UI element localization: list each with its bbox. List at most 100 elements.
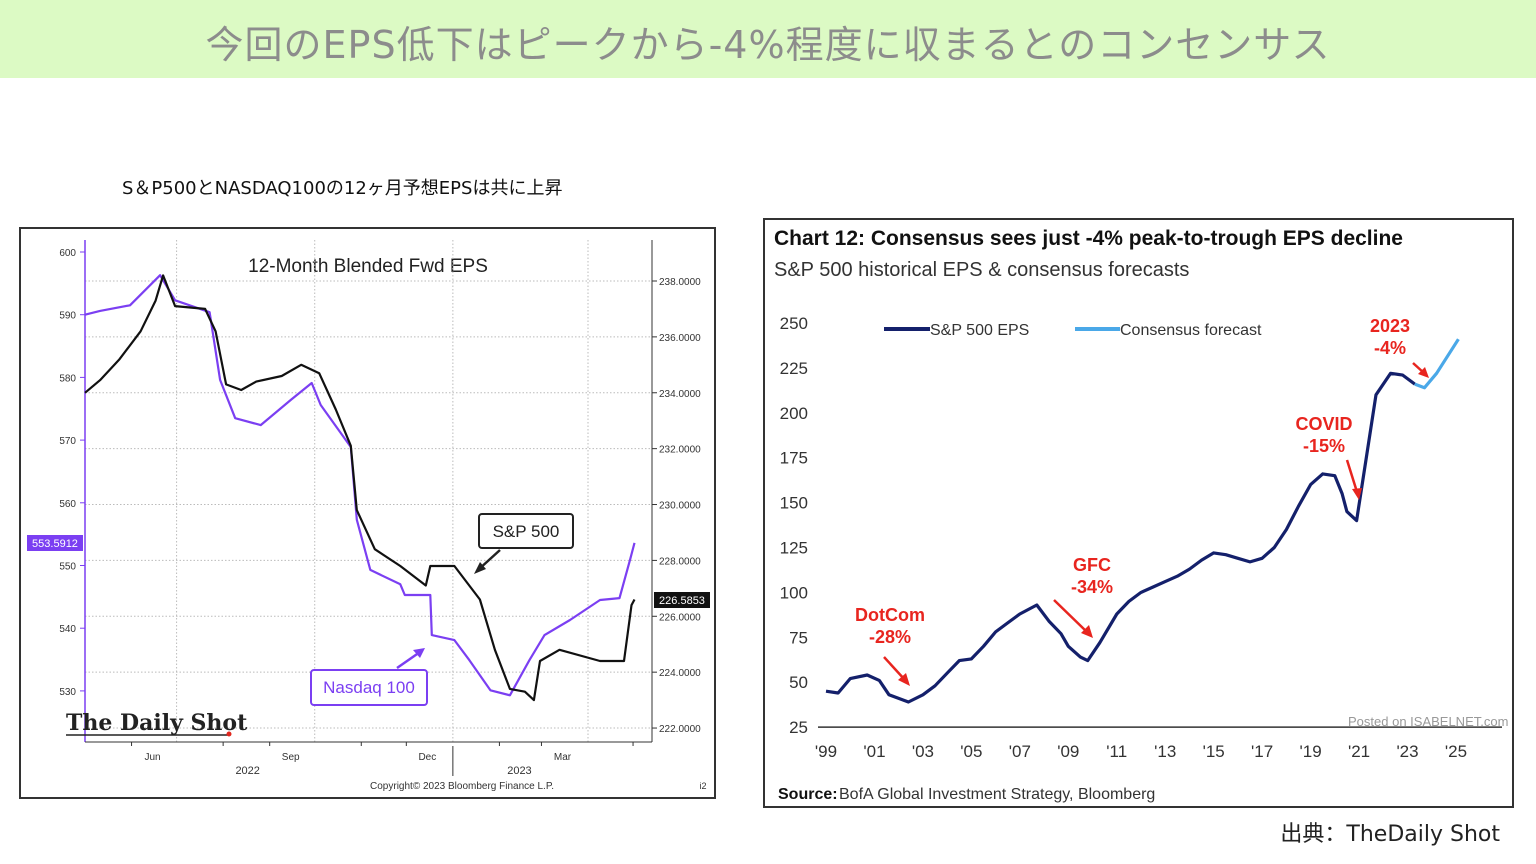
x-tick-label: '21	[1348, 742, 1370, 761]
legend: S&P 500 EPS Consensus forecast	[884, 322, 1262, 339]
y-tick-label: 75	[789, 628, 808, 647]
right-tick-label: 228.0000	[659, 556, 701, 567]
x-tick-label: Mar	[554, 752, 572, 763]
daily-shot-logo: The Daily Shot	[66, 710, 248, 736]
source-label: Source:	[778, 786, 838, 803]
left-tick-label: 590	[59, 311, 76, 322]
x-tick-label: '05	[960, 742, 982, 761]
nasdaq-last-value-tag: 553.5912	[27, 535, 83, 551]
x-tick-label: '11	[1106, 742, 1127, 761]
left-grid	[85, 240, 652, 742]
left-chart-title: 12-Month Blended Fwd EPS	[248, 256, 488, 277]
corner-mark: i2	[699, 781, 706, 791]
arrow-dotcom	[883, 656, 906, 681]
right-tick-label: 222.0000	[659, 724, 701, 735]
header-banner: 今回のEPS低下はピークから-4%程度に収まるとのコンセンサス	[0, 0, 1536, 78]
nasdaq-last-value: 553.5912	[32, 538, 78, 550]
nasdaq-callout-label: Nasdaq 100	[323, 678, 415, 697]
right-tick-label: 224.0000	[659, 668, 701, 679]
slide-title: 今回のEPS低下はピークから-4%程度に収まるとのコンセンサス	[205, 23, 1331, 67]
right-chart-frame	[763, 218, 1514, 808]
sp500-eps-line	[825, 371, 1416, 704]
left-ticks: 600 590 580 570 560 550 540 530 238.0000 236.0000…	[59, 240, 701, 777]
nasdaq-callout: Nasdaq 100	[310, 648, 428, 706]
x-tick-label: '99	[815, 742, 837, 761]
legend-label-eps: S&P 500 EPS	[930, 322, 1029, 339]
sp500-arrowhead-icon	[474, 562, 486, 574]
annotation-dotcom-value: -28%	[869, 627, 911, 647]
y-tick-label: 125	[780, 539, 808, 558]
left-tick-label: 530	[59, 687, 76, 698]
x-tick-label: '19	[1300, 742, 1322, 761]
y-tick-label: 50	[789, 673, 808, 692]
y-tick-label: 100	[780, 583, 808, 602]
y-tick-label: 250	[780, 314, 808, 333]
x-tick-label: '01	[863, 742, 885, 761]
left-tick-label: 550	[59, 562, 76, 573]
left-tick-label: 540	[59, 624, 76, 635]
year-label: 2022	[235, 765, 259, 777]
right-tick-label: 234.0000	[659, 389, 701, 400]
logo-dot-icon	[226, 731, 232, 737]
y-tick-label: 25	[789, 718, 808, 737]
left-series	[84, 274, 636, 702]
annotation-2023-label: 2023	[1370, 316, 1410, 336]
right-tick-label: 238.0000	[659, 277, 701, 288]
sp500-line	[84, 274, 636, 702]
arrowhead-gfc-icon	[1081, 625, 1093, 638]
annotation-2023-value: -4%	[1374, 338, 1406, 358]
right-tick-label: 230.0000	[659, 501, 701, 512]
nasdaq-arrowhead-icon	[413, 648, 425, 658]
x-tick-label: '07	[1009, 742, 1031, 761]
x-tick-label: Sep	[282, 752, 300, 763]
arrow-gfc	[1053, 599, 1088, 633]
y-tick-label: 200	[780, 404, 808, 423]
annotation-gfc-label: GFC	[1073, 555, 1111, 575]
nasdaq-100-line	[84, 274, 636, 697]
sp500-callout-label: S&P 500	[493, 522, 560, 541]
arrowhead-covid-icon	[1352, 488, 1362, 500]
right-series	[825, 338, 1460, 704]
left-tick-label: 580	[59, 373, 76, 384]
sp500-last-value: 226.5853	[659, 595, 705, 607]
arrowhead-dotcom-icon	[898, 673, 910, 686]
x-tick-label: Jun	[145, 752, 161, 763]
copyright: Copyright© 2023 Bloomberg Finance L.P.	[370, 781, 554, 792]
x-tick-label: '23	[1396, 742, 1418, 761]
left-chart-frame	[19, 227, 716, 799]
annotation-dotcom-label: DotCom	[855, 605, 925, 625]
annotation-covid-label: COVID	[1295, 414, 1352, 434]
x-tick-label: '15	[1203, 742, 1225, 761]
nasdaq-callout-arrow	[396, 650, 421, 670]
x-tick-label: Dec	[418, 752, 436, 763]
left-tick-label: 570	[59, 436, 76, 447]
x-tick-label: '13	[1154, 742, 1176, 761]
consensus-forecast-line	[1414, 338, 1460, 390]
legend-label-forecast: Consensus forecast	[1120, 322, 1262, 339]
left-tick-label: 560	[59, 499, 76, 510]
isabelnet-watermark: Posted on ISABELNET.com	[1348, 714, 1508, 729]
source-text: BofA Global Investment Strategy, Bloombe…	[839, 786, 1155, 803]
annotation-covid-value: -15%	[1303, 436, 1345, 456]
right-chart-subtitle: S&P 500 historical EPS & consensus forec…	[774, 259, 1189, 281]
right-chart-title: Chart 12: Consensus sees just -4% peak-t…	[774, 227, 1403, 250]
right-tick-label: 236.0000	[659, 333, 701, 344]
x-tick-label: '25	[1445, 742, 1467, 761]
year-label: 2023	[507, 765, 531, 777]
sp500-callout: S&P 500	[474, 513, 574, 574]
left-tick-label: 600	[59, 248, 76, 259]
x-tick-label: '09	[1057, 742, 1079, 761]
sp500-last-value-tag: 226.5853	[654, 592, 710, 608]
right-ticks: 250 225 200 175 150 125 100 75 50 25 '99 '01 '03 '05 '…	[780, 314, 1502, 761]
source-credit: 出典：TheDaily Shot	[1280, 822, 1500, 847]
x-tick-label: '03	[912, 742, 934, 761]
y-tick-label: 175	[780, 449, 808, 468]
x-tick-label: '17	[1251, 742, 1273, 761]
arrow-covid	[1345, 459, 1359, 493]
right-tick-label: 232.0000	[659, 445, 701, 456]
y-tick-label: 225	[780, 359, 808, 378]
y-tick-label: 150	[780, 494, 808, 513]
annotation-gfc-value: -34%	[1071, 577, 1113, 597]
arrowhead-2023-icon	[1418, 367, 1429, 378]
